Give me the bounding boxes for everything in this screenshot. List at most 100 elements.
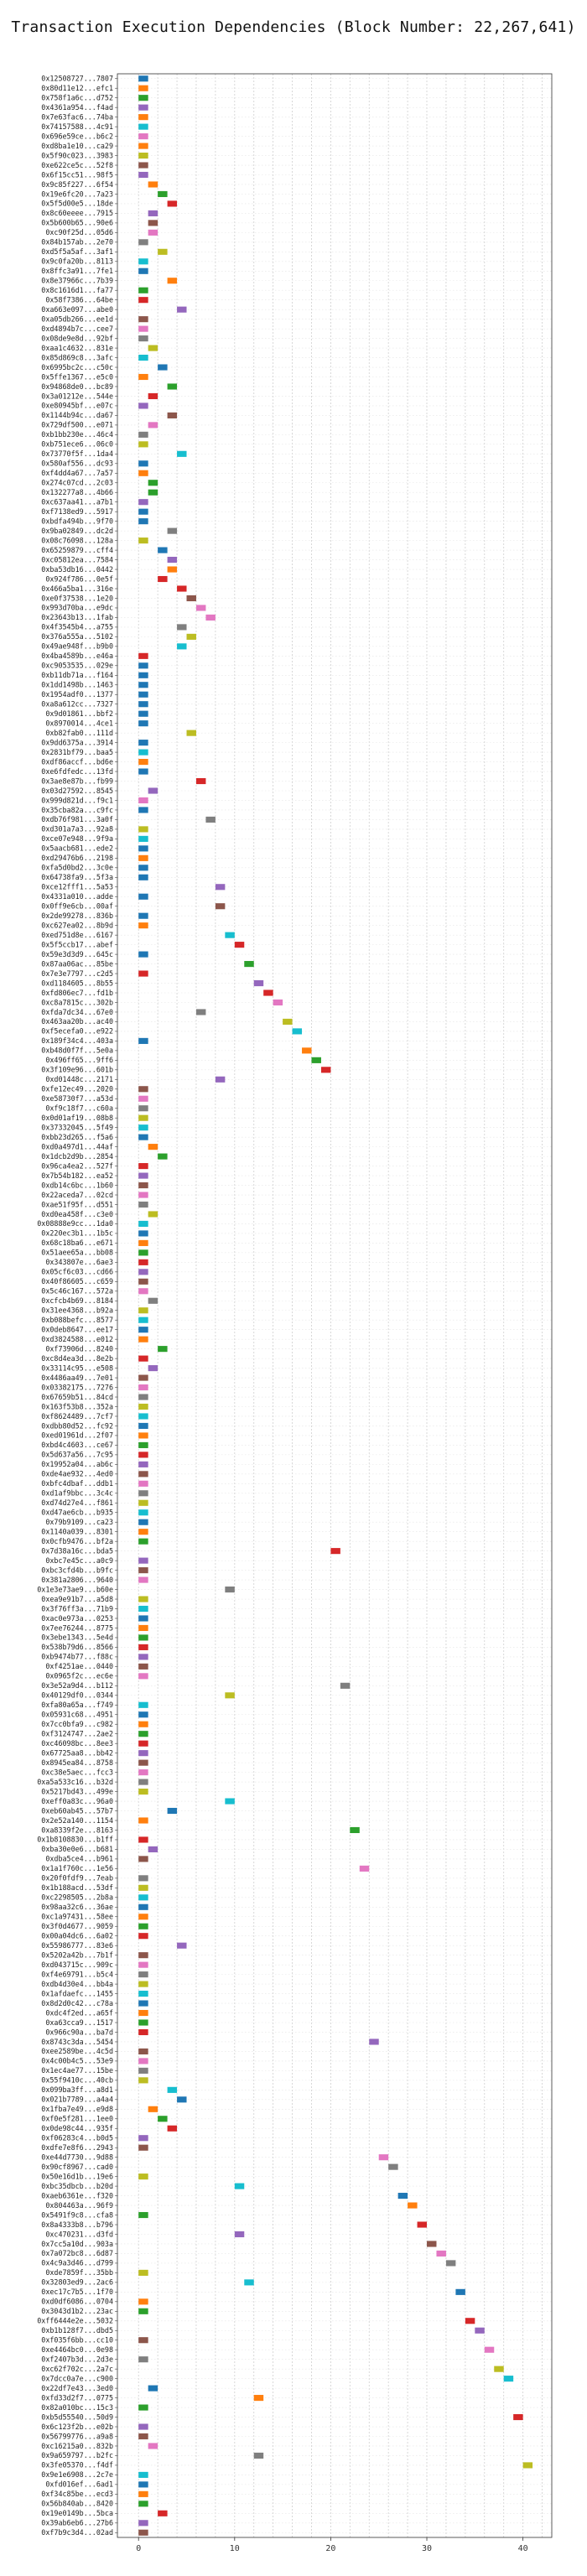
y-tick-label: 0x64738fa9...5f3a: [41, 873, 113, 881]
bar: [158, 364, 168, 371]
y-tick-label: 0x65259879...cff4: [41, 546, 113, 554]
bar: [138, 2144, 148, 2151]
bar: [138, 1374, 148, 1381]
bar: [138, 951, 148, 958]
y-tick-label: 0x163f53b8...352a: [41, 1402, 113, 1410]
bar: [138, 239, 148, 246]
y-tick-label: 0x03d27592...8545: [41, 787, 113, 795]
y-tick-label: 0xb751ece6...06c0: [41, 440, 113, 449]
y-tick-label: 0x4331a010...adde: [41, 892, 113, 901]
bar: [138, 1971, 148, 1978]
y-tick-label: 0x05931c68...4951: [41, 1711, 113, 1719]
y-tick-label: 0xfd33d2f7...0775: [41, 2393, 113, 2402]
bar: [138, 1933, 148, 1940]
y-tick-label: 0xc637aa41...a7b1: [41, 498, 113, 506]
y-tick-label: 0xa663e097...abe0: [41, 305, 113, 314]
bar: [138, 652, 148, 659]
y-tick-label: 0x1fba7e49...e9d8: [41, 2105, 113, 2113]
bar: [138, 1981, 148, 1987]
bar: [158, 248, 168, 255]
y-tick-label: 0x7e3e7797...c2d5: [41, 969, 113, 978]
y-tick-label: 0x0de98c44...935f: [41, 2124, 113, 2132]
gridlines-y: [117, 78, 552, 2533]
y-tick-label: 0x6995bc2c...c50c: [41, 363, 113, 371]
bar: [138, 1114, 148, 1121]
y-tick-label: 0x59e3d3d9...645c: [41, 950, 113, 958]
bar: [253, 2395, 264, 2402]
bar: [138, 874, 148, 880]
y-tick-label: 0x55f9410c...40cb: [41, 2076, 113, 2085]
y-tick-label: 0xb1b128f7...dbd5: [41, 2326, 113, 2334]
bar: [177, 585, 187, 592]
bar: [397, 2193, 408, 2199]
y-tick-label: 0xa05db266...ee1d: [41, 314, 113, 323]
bar: [138, 297, 148, 304]
y-tick-label: 0xb82fab0...111d: [45, 729, 113, 737]
y-tick-label: 0x5ffe1367...e5c0: [41, 372, 113, 381]
bar: [138, 710, 148, 717]
bar: [138, 2404, 148, 2411]
y-tick-label: 0x993d70ba...e9dc: [41, 604, 113, 612]
y-tick-label: 0x4c9a3d46...d799: [41, 2259, 113, 2267]
y-tick-label: 0x924f786...0e5f: [45, 574, 113, 583]
bar: [138, 2000, 148, 2007]
y-tick-label: 0xdb76f981...3a0f: [41, 815, 113, 823]
bar: [253, 2452, 264, 2459]
bar: [138, 720, 148, 727]
bar: [148, 1144, 158, 1150]
bar: [138, 441, 148, 448]
bar: [138, 2423, 148, 2430]
y-tick-label: 0xbb23d265...f5a6: [41, 1133, 113, 1141]
y-tick-label: 0x19e6fc20...7a23: [41, 190, 113, 198]
y-tick-label: 0x1140a039...8301: [41, 1527, 113, 1535]
y-tick-label: 0x966c90a...ba7d: [45, 2028, 113, 2036]
bar: [138, 1991, 148, 1997]
y-tick-label: 0x1954adf0...1377: [41, 690, 113, 699]
y-tick-label: 0x0ff9e6cb...00af: [41, 902, 113, 911]
y-tick-label: 0xb11db71a...f164: [41, 671, 113, 679]
bar: [138, 672, 148, 678]
bar: [138, 1259, 148, 1265]
bar: [138, 133, 148, 140]
bar: [138, 104, 148, 111]
y-tick-label: 0xc62f702c...2a7c: [41, 2365, 113, 2373]
bar: [205, 614, 216, 621]
y-tick-label: 0x56b840ab...8420: [41, 2500, 113, 2508]
bar: [138, 759, 148, 766]
bar: [167, 1807, 178, 1815]
y-tick-label: 0xb1bb230e...46c4: [41, 430, 113, 439]
bar: [138, 1634, 148, 1641]
y-tick-label: 0x5c46c167...572a: [41, 1287, 113, 1296]
bar: [138, 1923, 148, 1929]
bar: [138, 1615, 148, 1622]
y-tick-label: 0xba53db16...0442: [41, 565, 113, 574]
bar: [148, 422, 158, 428]
y-tick-label: 0xeff0a83c...96a0: [41, 1797, 113, 1805]
y-tick-label: 0xd0df6086...0704: [41, 2298, 113, 2306]
bar: [311, 1057, 321, 1063]
y-tick-label: 0x73770f5f...1da4: [41, 449, 113, 458]
bar: [138, 1220, 148, 1228]
bar: [138, 1750, 148, 1757]
bar: [167, 527, 178, 534]
bar: [225, 1587, 235, 1593]
bar: [138, 2019, 148, 2026]
bar: [138, 2135, 148, 2142]
bar: [138, 1721, 148, 1727]
y-tick-label: 0xc8d4ea3d...8e2b: [41, 1354, 113, 1363]
y-tick-label: 0xe44d7730...9d88: [41, 2153, 113, 2161]
bar: [138, 518, 148, 525]
bar: [158, 547, 168, 553]
bar: [138, 1759, 148, 1766]
bar: [138, 85, 148, 91]
bar: [522, 2462, 533, 2469]
y-tick-label: 0x9c0fa20b...8113: [41, 257, 113, 266]
y-tick-label: 0x376a555a...5102: [41, 632, 113, 641]
bar: [273, 999, 283, 1006]
y-tick-label: 0x19e0149b...5bca: [41, 2509, 113, 2517]
y-tick-label: 0x4c00b4c5...53e9: [41, 2057, 113, 2065]
bar: [138, 258, 148, 265]
bar: [186, 595, 196, 602]
x-tick-label: 0: [136, 2544, 141, 2553]
bar: [417, 2221, 428, 2228]
